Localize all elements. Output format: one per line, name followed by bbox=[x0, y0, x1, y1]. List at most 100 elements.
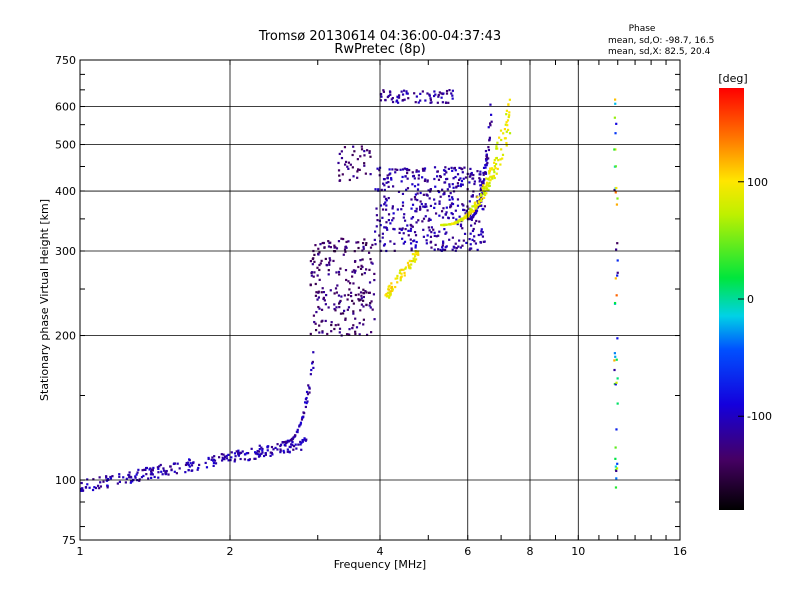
data-point bbox=[385, 221, 388, 224]
data-point bbox=[286, 448, 289, 451]
data-point bbox=[615, 358, 618, 361]
data-point bbox=[345, 278, 348, 282]
data-point bbox=[416, 252, 420, 255]
data-point bbox=[487, 146, 490, 149]
data-point bbox=[459, 224, 463, 228]
data-point bbox=[190, 469, 193, 472]
data-point bbox=[330, 323, 333, 327]
data-point bbox=[337, 294, 341, 297]
data-point bbox=[387, 196, 390, 200]
data-point bbox=[451, 248, 454, 251]
data-point bbox=[148, 468, 151, 471]
data-point bbox=[434, 212, 438, 215]
data-point bbox=[391, 168, 394, 171]
data-point bbox=[346, 308, 349, 311]
data-point bbox=[184, 463, 188, 467]
data-point bbox=[333, 292, 336, 295]
data-point bbox=[356, 170, 359, 173]
data-point bbox=[371, 262, 374, 265]
data-point bbox=[348, 328, 351, 331]
data-point bbox=[615, 477, 618, 480]
data-point bbox=[340, 150, 343, 153]
data-point bbox=[349, 163, 352, 166]
data-point bbox=[403, 219, 407, 222]
data-point bbox=[212, 459, 215, 462]
data-point bbox=[505, 109, 509, 112]
data-point bbox=[493, 165, 496, 168]
data-point bbox=[402, 216, 405, 219]
data-point bbox=[438, 214, 441, 217]
data-point bbox=[485, 192, 488, 195]
data-point bbox=[106, 486, 109, 489]
data-point bbox=[312, 314, 316, 317]
data-point bbox=[311, 362, 314, 365]
data-point bbox=[441, 101, 444, 104]
data-point bbox=[220, 459, 224, 462]
data-point bbox=[347, 293, 350, 297]
data-point bbox=[178, 467, 181, 470]
data-point bbox=[279, 449, 282, 452]
data-point bbox=[329, 259, 332, 262]
data-point bbox=[409, 266, 412, 270]
data-point bbox=[387, 94, 390, 98]
data-point bbox=[358, 168, 361, 172]
data-point bbox=[613, 352, 616, 355]
data-point bbox=[391, 288, 394, 291]
data-point bbox=[468, 248, 471, 251]
data-point bbox=[452, 177, 455, 180]
data-point bbox=[464, 212, 467, 215]
data-point bbox=[375, 225, 378, 228]
data-point bbox=[328, 241, 331, 245]
data-point bbox=[456, 182, 460, 185]
data-point bbox=[225, 457, 229, 460]
y-tick-label: 500 bbox=[55, 139, 76, 152]
data-point bbox=[131, 480, 134, 483]
data-point bbox=[214, 462, 218, 465]
data-point bbox=[396, 274, 399, 278]
data-point bbox=[358, 322, 361, 325]
data-point bbox=[508, 111, 511, 114]
data-point bbox=[359, 267, 363, 270]
data-point bbox=[482, 182, 485, 185]
data-point bbox=[507, 115, 510, 119]
data-point bbox=[442, 169, 446, 172]
data-point bbox=[264, 453, 267, 456]
data-point bbox=[487, 157, 490, 160]
data-point bbox=[338, 300, 341, 304]
data-point bbox=[434, 93, 437, 96]
data-point bbox=[227, 459, 230, 462]
data-point bbox=[317, 247, 320, 250]
data-point bbox=[458, 166, 461, 170]
data-point bbox=[494, 166, 497, 170]
data-point bbox=[295, 430, 298, 433]
data-point bbox=[365, 242, 368, 245]
data-point bbox=[159, 463, 162, 467]
data-point bbox=[504, 137, 507, 140]
data-point bbox=[197, 466, 200, 470]
data-point bbox=[439, 195, 442, 198]
data-point bbox=[361, 299, 365, 302]
data-point bbox=[389, 172, 392, 175]
data-point bbox=[357, 246, 360, 250]
data-point bbox=[396, 96, 400, 99]
data-point bbox=[302, 411, 305, 414]
data-point bbox=[116, 482, 119, 485]
data-point bbox=[387, 213, 391, 216]
data-point bbox=[615, 294, 618, 297]
data-point bbox=[145, 473, 148, 476]
data-point bbox=[303, 437, 306, 440]
data-point bbox=[253, 451, 257, 454]
data-point bbox=[419, 99, 422, 102]
data-point bbox=[490, 120, 493, 123]
data-point bbox=[360, 273, 364, 276]
data-point bbox=[321, 331, 324, 334]
data-point bbox=[457, 245, 460, 248]
data-point bbox=[500, 148, 503, 151]
data-point bbox=[286, 440, 289, 443]
data-point bbox=[362, 305, 365, 308]
data-point bbox=[315, 291, 318, 294]
data-point bbox=[438, 230, 441, 233]
data-point bbox=[414, 198, 417, 201]
data-point bbox=[613, 188, 616, 192]
data-point bbox=[489, 179, 492, 182]
